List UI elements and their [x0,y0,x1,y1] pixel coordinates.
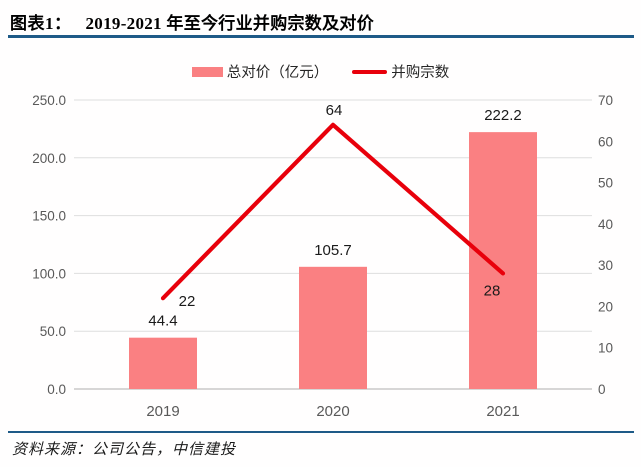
legend-label-deal-count: 并购宗数 [391,65,450,81]
left-axis-tick-label: 200.0 [32,151,66,166]
left-axis-tick-label: 150.0 [32,209,66,224]
source-note: 资料来源：公司公告，中信建投 [12,442,237,458]
left-axis-tick-label: 100.0 [32,266,66,281]
legend-item-deal-count: 并购宗数 [352,61,449,82]
bar-2019 [129,337,197,389]
bar-value-label: 105.7 [314,242,352,259]
chart-legend: 总对价（亿元） 并购宗数 [0,61,641,82]
bar-value-label: 44.4 [148,313,177,330]
category-label: 2021 [486,403,519,420]
right-axis-tick-label: 40 [598,217,613,232]
header-divider [8,35,634,38]
left-axis-tick-label: 0.0 [47,382,66,397]
right-axis-tick-label: 10 [598,341,613,356]
legend-item-total-consideration: 总对价（亿元） [191,61,329,82]
right-axis-tick-label: 30 [598,258,613,273]
line-series [160,122,506,301]
figure-label: 图表1： [10,14,72,33]
right-axis-tick-label: 50 [598,176,613,191]
line-value-label: 64 [326,102,343,119]
left-axis-tick-label: 250.0 [32,93,66,108]
category-label: 2019 [146,403,179,420]
right-axis-tick-label: 70 [598,93,613,108]
bar-2020 [299,266,367,389]
legend-label-total-consideration: 总对价（亿元） [226,65,329,81]
right-axis-tick-label: 20 [598,299,613,314]
footer-divider [8,431,634,433]
line-value-label: 22 [179,293,196,310]
category-label: 2020 [316,403,349,420]
bar-2021 [469,132,537,390]
legend-bar-swatch [191,66,223,77]
figure-title: 2019-2021 年至今行业并购宗数及对价 [85,14,375,33]
bar-value-label: 222.2 [484,107,522,124]
right-axis-tick-label: 60 [598,134,613,149]
right-axis-tick-label: 0 [598,382,606,397]
line-value-label: 28 [484,282,501,299]
legend-line-swatch [352,69,388,74]
figure-header: 图表1： 2019-2021 年至今行业并购宗数及对价 [10,9,631,34]
left-axis-tick-label: 50.0 [40,324,66,339]
